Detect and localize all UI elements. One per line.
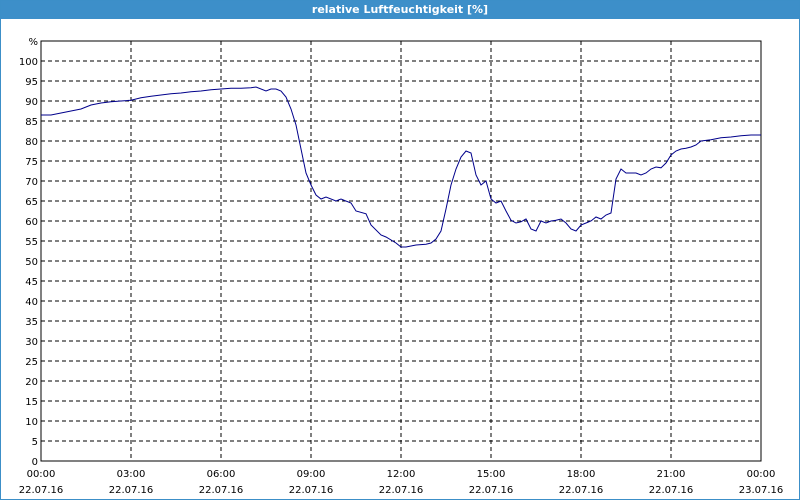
x-tick-time-label: 09:00: [297, 469, 326, 480]
x-tick-time-label: 06:00: [207, 469, 236, 480]
x-tick-date-label: 22.07.16: [19, 485, 64, 496]
y-tick-label: 30: [25, 337, 38, 348]
y-tick-label: 55: [25, 237, 38, 248]
y-tick-label: 25: [25, 357, 38, 368]
x-tick-time-label: 00:00: [747, 469, 776, 480]
y-tick-label: 100: [19, 57, 38, 68]
y-tick-label: 70: [25, 177, 38, 188]
y-tick-label: 0: [32, 457, 38, 468]
y-tick-label: 65: [25, 197, 38, 208]
x-tick-date-label: 22.07.16: [379, 485, 424, 496]
x-tick-date-label: 22.07.16: [469, 485, 514, 496]
x-tick-date-label: 23.07.16: [739, 485, 784, 496]
y-tick-label: 10: [25, 417, 38, 428]
y-tick-label: 85: [25, 117, 38, 128]
y-tick-label: 35: [25, 317, 38, 328]
x-tick-time-label: 12:00: [387, 469, 416, 480]
x-tick-time-label: 21:00: [657, 469, 686, 480]
y-axis-unit-label: %: [28, 37, 38, 48]
y-tick-label: 45: [25, 277, 38, 288]
x-tick-date-label: 22.07.16: [199, 485, 244, 496]
plot-area: [40, 40, 762, 462]
y-tick-label: 40: [25, 297, 38, 308]
chart-title: relative Luftfeuchtigkeit [%]: [1, 1, 799, 19]
y-tick-label: 50: [25, 257, 38, 268]
humidity-series-line: [41, 86, 761, 248]
y-tick-label: 20: [25, 377, 38, 388]
x-tick-date-label: 22.07.16: [649, 485, 694, 496]
y-tick-label: 95: [25, 77, 38, 88]
y-tick-label: 15: [25, 397, 38, 408]
x-tick-time-label: 18:00: [567, 469, 596, 480]
x-tick-date-label: 22.07.16: [109, 485, 154, 496]
y-tick-label: 90: [25, 97, 38, 108]
x-tick-time-label: 03:00: [117, 469, 146, 480]
y-tick-label: 75: [25, 157, 38, 168]
x-tick-time-label: 15:00: [477, 469, 506, 480]
x-tick-date-label: 22.07.16: [289, 485, 334, 496]
y-tick-label: 5: [32, 437, 38, 448]
y-tick-label: 60: [25, 217, 38, 228]
y-tick-label: 80: [25, 137, 38, 148]
x-tick-date-label: 22.07.16: [559, 485, 604, 496]
x-tick-time-label: 00:00: [27, 469, 56, 480]
